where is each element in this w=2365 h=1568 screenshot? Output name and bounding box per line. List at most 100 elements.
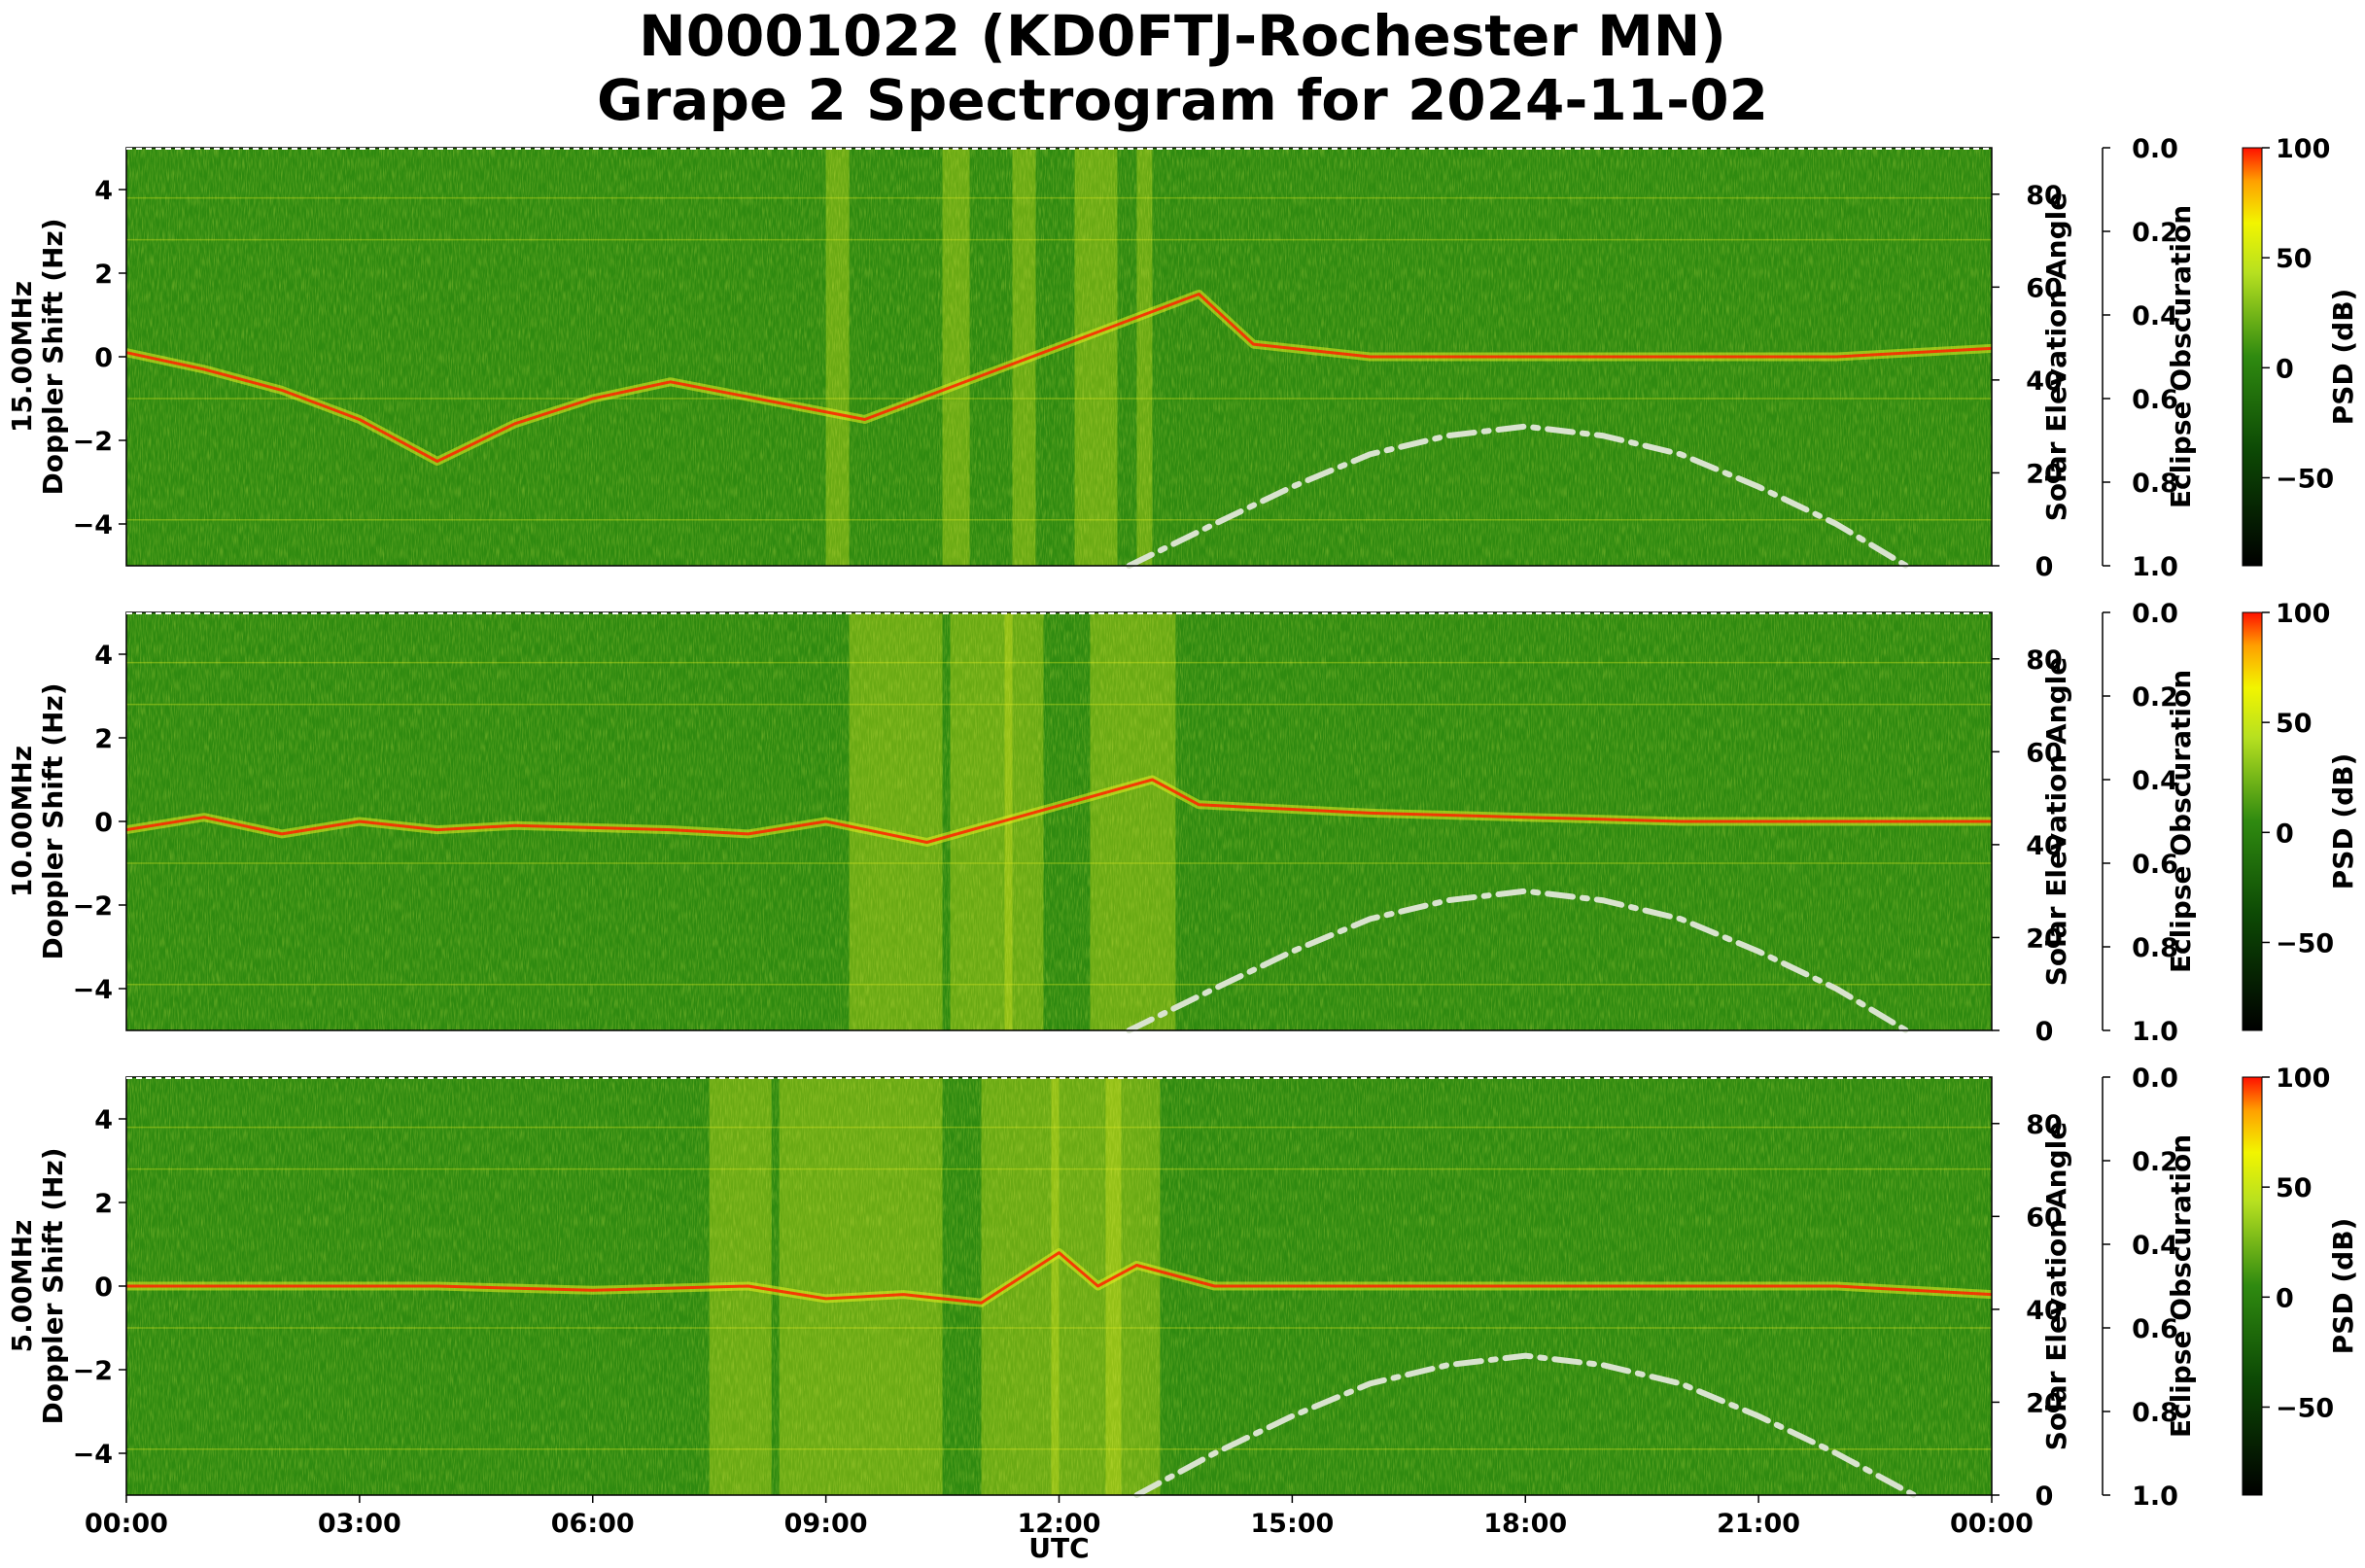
solar-tick-label: 80 [2026,181,2063,211]
solar-elevation-curve [1126,423,1910,569]
x-tick-label: 12:00 [1018,1509,1101,1539]
y-tick-label: −2 [73,891,113,922]
colorbar-label: PSD (dB) [2327,753,2359,890]
solar-axis-label: Solar Elevation Angle [2040,657,2072,986]
colorbar-tick-label: 0 [2276,1283,2294,1313]
y-tick-label: 0 [94,343,113,373]
panel-10.00MHz: 420−2−410.00MHz Doppler Shift (Hz)8060402… [6,599,2359,1047]
solar-tick-label: 80 [2026,645,2063,676]
solar-tick-label: 60 [2026,273,2063,303]
y-tick-label: 4 [94,641,113,671]
y-axis-label: 15.00MHz [6,281,38,433]
solar-tick-label: 20 [2026,459,2063,489]
x-tick-label: 00:00 [85,1509,168,1539]
colorbar-tick-label: 100 [2276,599,2330,629]
x-tick-label: 15:00 [1250,1509,1334,1539]
y-axis-label: Doppler Shift (Hz) [37,682,69,959]
solar-tick-label: 0 [2035,1017,2054,1047]
x-tick-label: 21:00 [1717,1509,1800,1539]
solar-elevation-curve [1126,888,1910,1033]
eclipse-tick-label: 1.0 [2132,552,2178,582]
eclipse-tick-label: 0.0 [2132,1063,2178,1094]
y-tick-label: 2 [94,724,113,754]
colorbar [2242,1076,2263,1496]
eclipse-tick-label: 0.6 [2132,850,2178,880]
solar-tick-label: 60 [2026,1202,2063,1233]
eclipse-tick-label: 0.4 [2132,766,2178,796]
eclipse-tick-label: 0.2 [2132,682,2178,713]
solar-tick-label: 20 [2026,923,2063,954]
colorbar-tick-label: −50 [2276,464,2334,494]
y-axis-label: Doppler Shift (Hz) [37,1147,69,1424]
x-tick-label: 03:00 [318,1509,401,1539]
colorbar-tick-label: 100 [2276,134,2330,164]
eclipse-tick-label: 0.6 [2132,385,2178,415]
solar-tick-label: 60 [2026,738,2063,768]
y-axis-label: Doppler Shift (Hz) [37,218,69,495]
y-tick-label: 2 [94,1189,113,1219]
doppler-trace [125,293,1993,463]
eclipse-tick-label: 0.6 [2132,1314,2178,1344]
solar-tick-label: 0 [2035,552,2054,582]
solar-elevation-curve [1133,1352,1918,1498]
eclipse-tick-label: 0.4 [2132,301,2178,331]
y-tick-label: 0 [94,808,113,838]
colorbar-tick-label: 100 [2276,1063,2330,1094]
eclipse-tick-label: 1.0 [2132,1481,2178,1512]
colorbar-label: PSD (dB) [2327,289,2359,426]
title-line-1: N0001022 (KD0FTJ-Rochester MN) [639,3,1726,69]
x-tick-label: 00:00 [1950,1509,2034,1539]
colorbar-label: PSD (dB) [2327,1218,2359,1355]
y-tick-label: −4 [73,975,113,1005]
x-tick-label: 09:00 [784,1509,868,1539]
eclipse-tick-label: 0.8 [2132,933,2178,963]
eclipse-tick-label: 0.0 [2132,599,2178,629]
colorbar [2242,147,2263,567]
doppler-trace [125,778,1992,844]
solar-tick-label: 40 [2026,1296,2063,1326]
y-tick-label: −4 [73,1440,113,1470]
y-tick-label: −4 [73,510,113,540]
solar-axis-label: Solar Elevation Angle [2040,1122,2072,1450]
eclipse-axis-label: Eclipse Obscuration [2165,1134,2197,1438]
eclipse-tick-label: 0.0 [2132,134,2178,164]
colorbar-tick-label: 50 [2276,1173,2313,1203]
x-tick-label: 06:00 [551,1509,635,1539]
x-axis-label: UTC [1028,1532,1089,1564]
panel-15.00MHz: 420−2−415.00MHz Doppler Shift (Hz)8060402… [6,134,2359,582]
solar-tick-label: 80 [2026,1110,2063,1140]
figure-title: N0001022 (KD0FTJ-Rochester MN) Grape 2 S… [0,4,2365,132]
eclipse-tick-label: 0.4 [2132,1231,2178,1261]
eclipse-tick-label: 0.8 [2132,469,2178,499]
y-tick-label: 4 [94,176,113,206]
panel-5.00MHz: 420−2−45.00MHz Doppler Shift (Hz)80604020… [6,1063,2359,1539]
colorbar [2242,611,2263,1031]
x-tick-label: 18:00 [1483,1509,1567,1539]
y-tick-label: 0 [94,1272,113,1303]
colorbar-tick-label: −50 [2276,928,2334,958]
title-line-2: Grape 2 Spectrogram for 2024-11-02 [597,67,1768,133]
colorbar-tick-label: 0 [2276,354,2294,384]
eclipse-tick-label: 1.0 [2132,1017,2178,1047]
solar-tick-label: 40 [2026,831,2063,861]
colorbar-tick-label: −50 [2276,1393,2334,1423]
y-tick-label: 2 [94,260,113,290]
eclipse-tick-label: 0.2 [2132,1147,2178,1177]
colorbar-tick-label: 50 [2276,244,2313,274]
colorbar-tick-label: 50 [2276,709,2313,739]
doppler-trace [126,1251,1993,1305]
y-axis-label: 10.00MHz [6,746,38,897]
eclipse-axis-label: Eclipse Obscuration [2165,205,2197,508]
solar-tick-label: 0 [2035,1481,2054,1512]
y-tick-label: −2 [73,427,113,457]
eclipse-tick-label: 0.8 [2132,1398,2178,1428]
y-axis-label: 5.00MHz [6,1220,38,1353]
solar-axis-label: Solar Elevation Angle [2040,192,2072,521]
eclipse-axis-label: Eclipse Obscuration [2165,670,2197,973]
y-tick-label: 4 [94,1105,113,1135]
solar-tick-label: 40 [2026,366,2063,397]
solar-tick-label: 20 [2026,1388,2063,1418]
eclipse-tick-label: 0.2 [2132,218,2178,248]
y-tick-label: −2 [73,1356,113,1386]
